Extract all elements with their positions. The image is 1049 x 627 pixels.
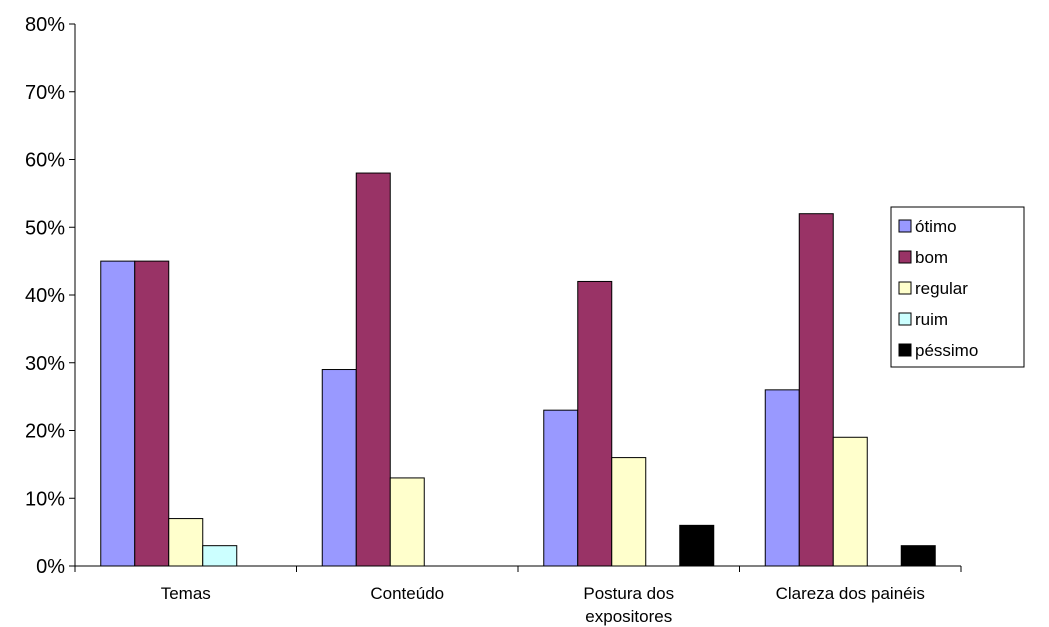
category-label-line: Temas [161,584,211,603]
legend-swatch [898,281,912,295]
bar-5-4 [900,545,936,567]
x-axis [74,565,962,572]
category-label: Temas [161,584,211,603]
bars [100,172,936,567]
bar-1-3 [543,409,579,567]
bar-3-4 [832,436,868,567]
y-tick-label: 50% [25,217,65,239]
y-tick-label: 40% [25,285,65,307]
legend-box [890,206,1025,368]
y-tick-label: 80% [25,14,65,36]
y-tick-label: 20% [25,421,65,443]
legend-label: ótimo [915,217,957,236]
bar-1-4 [764,389,800,567]
legend-swatch [898,219,912,233]
bar-3-1 [168,518,204,567]
category-label: Postura dos expositores [583,584,674,626]
bar-2-1 [134,260,170,567]
y-tick-label: 70% [25,82,65,104]
y-axis: 0% 10% 20% 30% 40% 50% 60% 70% 80% [25,14,76,578]
bar-1-1 [100,260,136,567]
bar-2-3 [577,280,613,567]
category-labels: Temas Conteúdo Postura dos expositores Clare… [161,584,925,626]
legend-swatch [898,250,912,264]
y-tick-label: 30% [25,353,65,375]
category-label: Clareza dos painéis [776,584,925,603]
category-label-line: Clareza dos painéis [776,584,925,603]
legend-label: regular [915,279,968,298]
y-tick-label: 10% [25,488,65,510]
bar-5-3 [679,524,715,567]
category-label: Conteúdo [370,584,444,603]
bar-2-2 [355,172,391,567]
legend-swatch [898,343,912,357]
bar-4-1 [202,545,238,567]
legend-swatch [898,312,912,326]
bar-3-3 [611,457,647,567]
bar-3-2 [389,477,425,567]
category-label-line: Postura dos [583,584,674,603]
bar-2-4 [798,213,834,567]
legend-label: ruim [915,310,948,329]
category-label-line: expositores [585,607,672,626]
y-tick-label: 60% [25,150,65,172]
legend-label: péssimo [915,341,978,360]
legend: ótimo bom regular ruim péssimo [890,206,1025,368]
category-label-line: Conteúdo [370,584,444,603]
y-tick-label: 0% [36,556,65,578]
bar-1-2 [321,369,357,567]
legend-label: bom [915,248,948,267]
